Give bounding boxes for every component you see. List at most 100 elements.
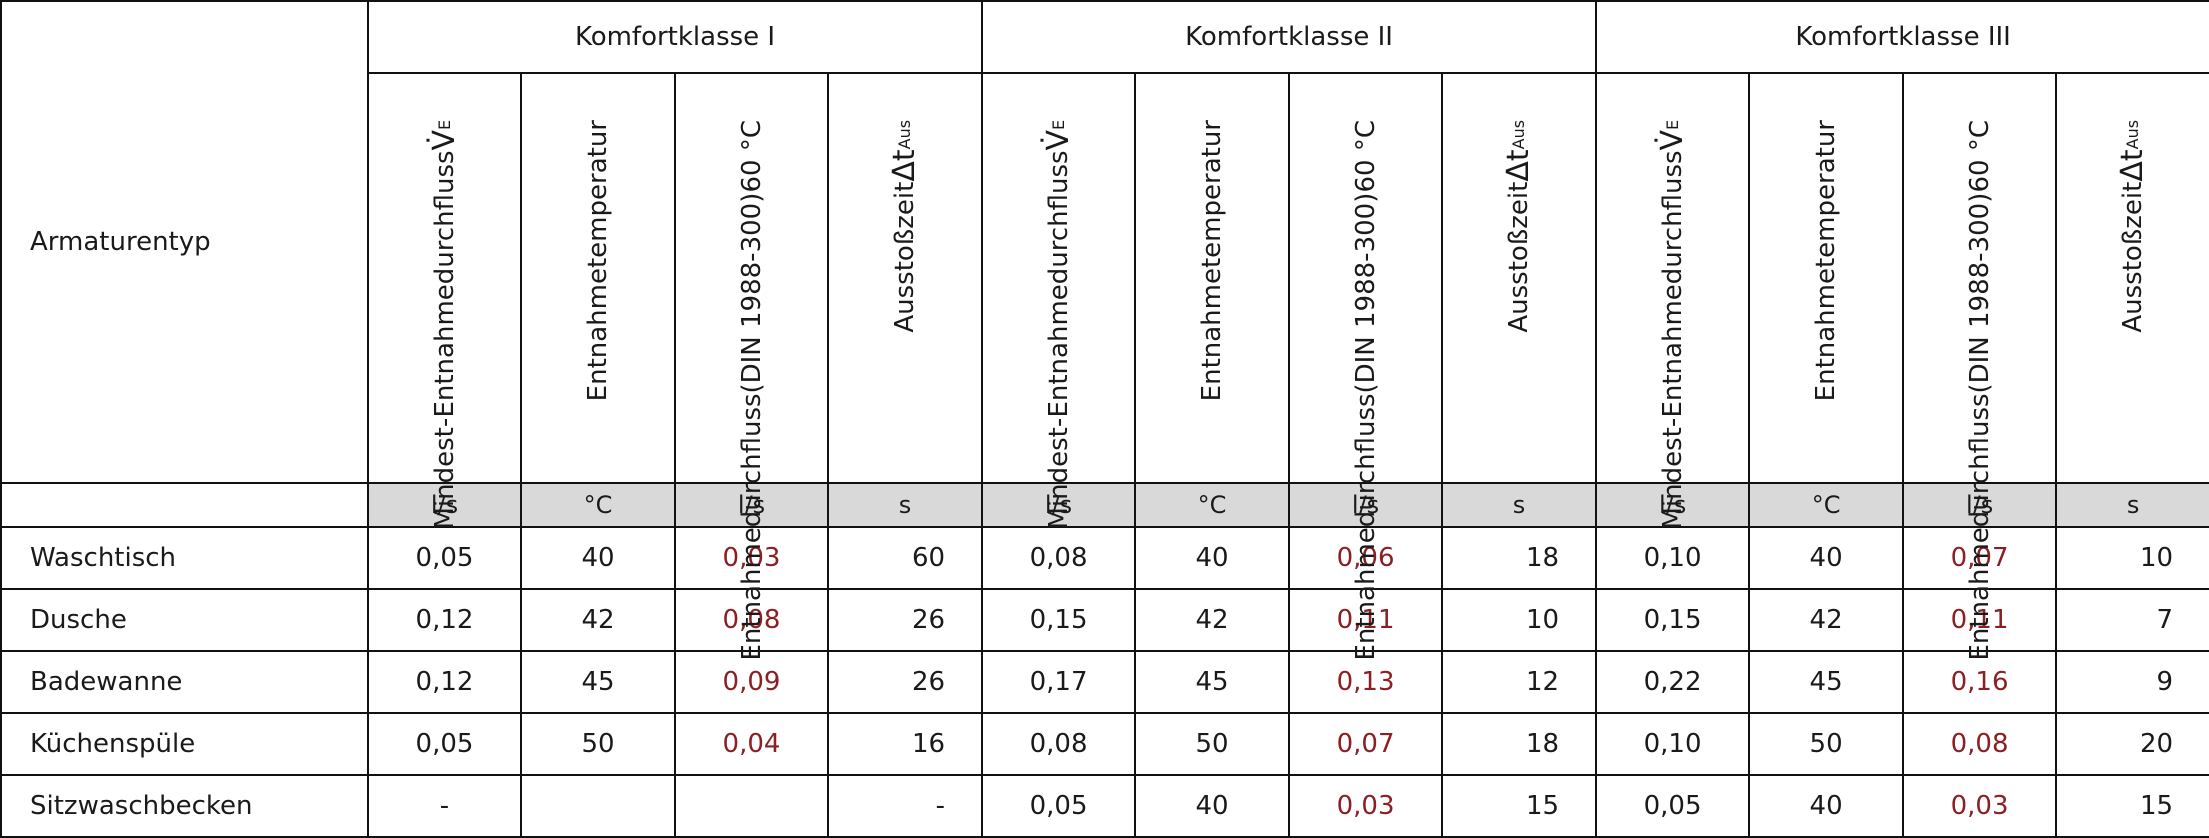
col-header-discharge-time: Ausstoßzeit ΔtAus: [826, 72, 984, 484]
header-line: 60 °C: [1350, 120, 1381, 193]
unit-cell: s: [826, 482, 984, 528]
table-cell: [520, 774, 676, 838]
table-cell: 7: [2055, 588, 2209, 652]
table-row: Waschtisch 0,05 40 0,03 60 0,08 40 0,06 18 0,10 40…: [0, 526, 2209, 590]
table-cell: 26: [826, 588, 984, 652]
row-name: Badewanne: [0, 650, 369, 714]
table-cell: 10: [2055, 526, 2209, 590]
table-cell: -: [367, 774, 522, 838]
unit-cell: °C: [1748, 482, 1905, 528]
col-header-din-flow: Entnahmedurchfluss (DIN 1988-300) 60 °C: [674, 72, 829, 661]
table-cell: [674, 774, 829, 838]
table-cell: 60: [826, 526, 984, 590]
time-symbol: ΔtAus: [1498, 120, 1540, 182]
table-cell: 0,08: [1902, 712, 2058, 776]
unit-cell: l/s: [1288, 482, 1444, 528]
header-line: Ausstoßzeit: [1504, 181, 1535, 333]
table-cell: 18: [1441, 712, 1598, 776]
header-line: Entnahmedurchfluss: [1657, 150, 1688, 418]
table-cell: 0,12: [367, 588, 522, 652]
header-line: Entnahmedurchfluss: [1043, 150, 1074, 418]
header-line: Entnahmetemperatur: [583, 120, 613, 402]
header-line: Entnahmedurchfluss: [1964, 393, 1995, 661]
time-symbol-subscript: Aus: [895, 120, 915, 150]
header-line: Entnahmetemperatur: [1197, 120, 1228, 402]
header-line: Entnahmetemperatur: [1811, 120, 1842, 402]
table-cell: 0,05: [1595, 774, 1751, 838]
table-cell: 0,07: [1288, 712, 1444, 776]
table-cell: 0,12: [367, 650, 522, 714]
row-name: Dusche: [0, 588, 369, 652]
header-line: (DIN 1988-300): [1350, 192, 1381, 394]
table-cell: 0,05: [981, 774, 1137, 838]
flow-symbol-glyph: V̇: [1040, 130, 1076, 151]
table-cell: 0,05: [367, 526, 522, 590]
header-line: Mindest-: [429, 417, 460, 530]
flow-symbol: V̇E: [424, 120, 466, 151]
table-cell: 0,03: [1288, 774, 1444, 838]
flow-symbol-subscript: E: [434, 120, 454, 131]
table-cell: 0,16: [1902, 650, 2058, 714]
table-row: Küchenspüle 0,05 50 0,04 16 0,08 50 0,07 18 0,10 5…: [0, 712, 2209, 776]
table-cell: 0,17: [981, 650, 1137, 714]
header-line: Mindest-: [1657, 417, 1688, 530]
col-header-din-flow: Entnahmedurchfluss (DIN 1988-300) 60 °C: [1902, 72, 2058, 661]
table-cell: 0,15: [981, 588, 1137, 652]
header-line: Ausstoßzeit: [2118, 181, 2149, 333]
time-symbol-glyph: Δt: [1501, 149, 1537, 182]
table-cell: 40: [1748, 774, 1905, 838]
unit-cell: °C: [520, 482, 676, 528]
table-cell: 20: [2055, 712, 2209, 776]
table-cell: 16: [826, 712, 984, 776]
table-cell: 0,08: [981, 526, 1137, 590]
table-cell: 0,15: [1595, 588, 1751, 652]
table-cell: 42: [1134, 588, 1291, 652]
col-header-din-flow: Entnahmedurchfluss (DIN 1988-300) 60 °C: [1288, 72, 1444, 661]
unit-cell: °C: [1134, 482, 1291, 528]
unit-cell: s: [1441, 482, 1598, 528]
table-cell: 0,03: [674, 526, 829, 590]
unit-row-blank: [0, 482, 369, 528]
table-cell: 18: [1441, 526, 1598, 590]
group-header-class-2: Komfortklasse II: [981, 0, 1598, 74]
table-cell: 0,08: [981, 712, 1137, 776]
table-row: Badewanne 0,12 45 0,09 26 0,17 45 0,13 12 0,22 45 0…: [0, 650, 2209, 714]
time-symbol: ΔtAus: [884, 120, 926, 182]
unit-cell: s: [2055, 482, 2209, 528]
row-name: Sitzwaschbecken: [0, 774, 369, 838]
time-symbol: ΔtAus: [2112, 120, 2154, 182]
table-cell: 0,10: [1595, 526, 1751, 590]
col-header-discharge-time: Ausstoßzeit ΔtAus: [1441, 72, 1598, 484]
table-cell: 12: [1441, 650, 1598, 714]
table-cell: 40: [1748, 526, 1905, 590]
flow-symbol-glyph: V̇: [426, 130, 462, 151]
col-header-discharge-time: Ausstoßzeit ΔtAus: [2055, 72, 2209, 484]
table-cell: 26: [826, 650, 984, 714]
table-row: Dusche 0,12 42 0,08 26 0,15 42 0,11 10 0,15 42 0,11…: [0, 588, 2209, 652]
header-line: 60 °C: [1964, 120, 1995, 193]
header-line: Entnahmedurchfluss: [1350, 393, 1381, 661]
flow-symbol-subscript: E: [1662, 120, 1682, 131]
col-header-temperature: Entnahmetemperatur: [520, 72, 676, 484]
header-line: Mindest-: [1043, 417, 1074, 530]
unit-cell: l/s: [1902, 482, 2058, 528]
table-cell: 40: [1134, 774, 1291, 838]
table-cell: 40: [1134, 526, 1291, 590]
table-cell: -: [826, 774, 984, 838]
time-symbol-subscript: Aus: [1509, 120, 1529, 150]
table-cell: 50: [520, 712, 676, 776]
table-cell: 0,11: [1902, 588, 2058, 652]
col-header-min-flow: Mindest- Entnahmedurchfluss V̇E: [367, 72, 522, 530]
group-header-class-3: Komfortklasse III: [1595, 0, 2209, 74]
table-cell: 0,05: [367, 712, 522, 776]
table-cell: 42: [1748, 588, 1905, 652]
table-cell: 40: [520, 526, 676, 590]
col-header-min-flow: Mindest- Entnahmedurchfluss V̇E: [981, 72, 1137, 530]
table-cell: 45: [1134, 650, 1291, 714]
unit-cell: l/s: [981, 482, 1137, 528]
table-cell: 15: [1441, 774, 1598, 838]
table-cell: 9: [2055, 650, 2209, 714]
unit-cell: l/s: [1595, 482, 1751, 528]
header-line: 60 °C: [736, 120, 767, 193]
